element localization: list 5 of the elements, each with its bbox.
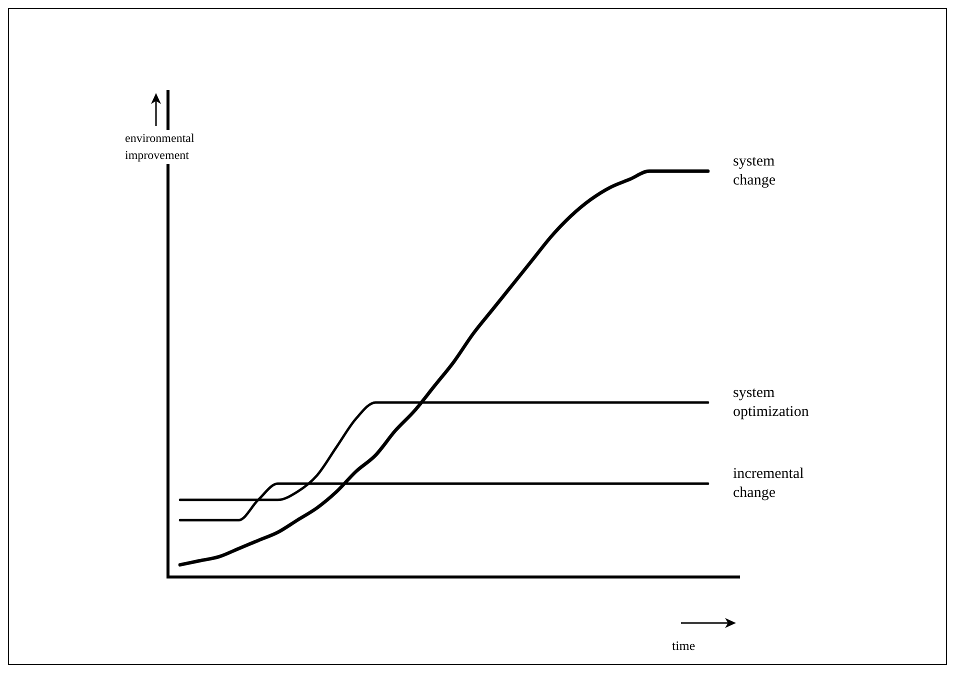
series-label: system change (733, 154, 776, 189)
x-axis-title: time (672, 638, 696, 654)
series-label: system optimization (733, 384, 810, 420)
series-label: incremental change (733, 466, 804, 502)
y-axis-title: environmental improvement (125, 130, 196, 164)
